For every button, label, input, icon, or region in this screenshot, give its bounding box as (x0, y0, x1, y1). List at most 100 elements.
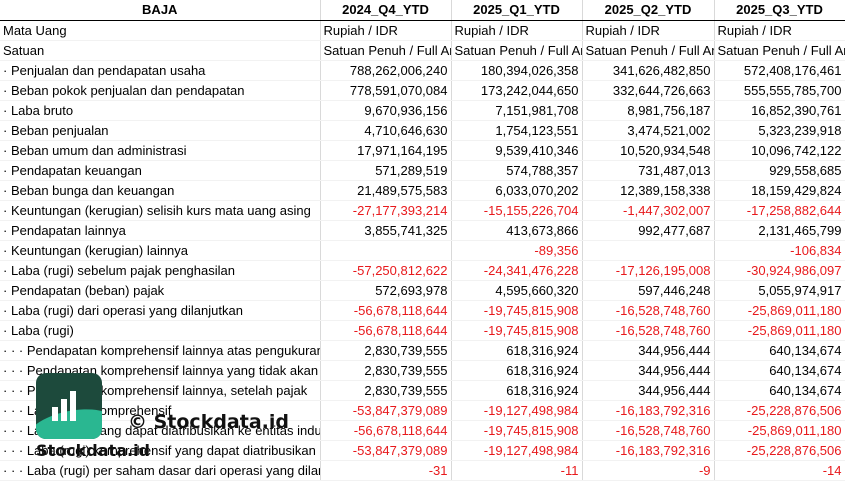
cell-value: 9,670,936,156 (320, 100, 452, 121)
cell-value (320, 240, 452, 261)
cell-value: -16,528,748,760 (582, 300, 715, 321)
cell-value: 572,408,176,461 (714, 60, 845, 81)
cell-value: -24,341,476,228 (451, 260, 583, 281)
cell-value: 640,134,674 (714, 340, 845, 361)
row-label-text: Pendapatan komprehensif lainnya yang tid… (26, 362, 319, 378)
table-row: · · · Pendapatan komprehensif lainnya at… (0, 340, 845, 361)
cell-value: 597,446,248 (582, 280, 715, 301)
cell-value: -25,869,011,180 (714, 300, 845, 321)
row-label: · · · Pendapatan komprehensif lainnya, s… (0, 380, 321, 401)
cell-value: 2,830,739,555 (320, 380, 452, 401)
cell-value: -53,847,379,089 (320, 440, 452, 461)
row-label: Mata Uang (0, 20, 321, 41)
table-row: · Laba (rugi) dari operasi yang dilanjut… (0, 300, 845, 321)
cell-value: 344,956,444 (582, 380, 715, 401)
cell-value: Satuan Penuh / Full Amount (582, 40, 715, 61)
cell-value: 17,971,164,195 (320, 140, 452, 161)
cell-value: 572,693,978 (320, 280, 452, 301)
row-bullet: · · · (3, 342, 27, 358)
cell-value: -56,678,118,644 (320, 300, 452, 321)
table-row: · · · Laba (rugi) yang dapat diatribusik… (0, 420, 845, 441)
row-bullet: · (3, 262, 11, 278)
company-header: BAJA (0, 0, 321, 21)
cell-value: Satuan Penuh / Full Amount (320, 40, 452, 61)
cell-value: -25,869,011,180 (714, 420, 845, 441)
row-bullet: · (3, 82, 11, 98)
cell-value: 9,539,410,346 (451, 140, 583, 161)
cell-value: -19,127,498,984 (451, 400, 583, 421)
row-label: · Laba (rugi) sebelum pajak penghasilan (0, 260, 321, 281)
cell-value: Rupiah / IDR (714, 20, 845, 41)
cell-value: 555,555,785,700 (714, 80, 845, 101)
row-label: · · · Laba (rugi) komprehensif (0, 400, 321, 421)
cell-value: -19,127,498,984 (451, 440, 583, 461)
cell-value: -89,356 (451, 240, 583, 261)
cell-value: Rupiah / IDR (582, 20, 715, 41)
row-label-text: Keuntungan (kerugian) lainnya (10, 242, 189, 258)
row-label-text: Pendapatan komprehensif lainnya atas pen… (26, 342, 320, 358)
table-row: · Laba bruto 9,670,936,156 7,151,981,708 8,… (0, 100, 845, 121)
cell-value: 618,316,924 (451, 380, 583, 401)
cell-value: 344,956,444 (582, 340, 715, 361)
cell-value: 640,134,674 (714, 380, 845, 401)
table-row: · Keuntungan (kerugian) selisih kurs mat… (0, 200, 845, 221)
row-label: · Pendapatan lainnya (0, 220, 321, 241)
cell-value: Rupiah / IDR (320, 20, 452, 41)
row-label-text: Pendapatan komprehensif lainnya, setelah… (26, 382, 308, 398)
row-label-text: Laba (rugi) (10, 322, 74, 338)
cell-value: 731,487,013 (582, 160, 715, 181)
cell-value: 18,159,429,824 (714, 180, 845, 201)
cell-value: -1,447,302,007 (582, 200, 715, 221)
row-label: · Beban penjualan (0, 120, 321, 141)
table-row: · Pendapatan (beban) pajak 572,693,978 4,5… (0, 280, 845, 301)
cell-value: 413,673,866 (451, 220, 583, 241)
row-label-text: Beban penjualan (10, 122, 109, 138)
cell-value: 3,474,521,002 (582, 120, 715, 141)
cell-value: -16,183,792,316 (582, 440, 715, 461)
table-row: · Pendapatan keuangan 571,289,519 574,788,… (0, 160, 845, 181)
table-row: · Beban penjualan 4,710,646,630 1,754,123,… (0, 120, 845, 141)
cell-value: 571,289,519 (320, 160, 452, 181)
row-bullet: · (3, 62, 11, 78)
row-bullet: · · · (3, 362, 27, 378)
cell-value (582, 240, 715, 261)
cell-value: 992,477,687 (582, 220, 715, 241)
row-bullet: · (3, 242, 11, 258)
header-row: BAJA 2024_Q4_YTD 2025_Q1_YTD 2025_Q2_YTD… (0, 0, 845, 21)
row-label-text: Beban pokok penjualan dan pendapatan (10, 82, 245, 98)
cell-value: -16,528,748,760 (582, 320, 715, 341)
cell-value: -14 (714, 460, 845, 481)
cell-value: Satuan Penuh / Full Amount (451, 40, 583, 61)
cell-value: 8,981,756,187 (582, 100, 715, 121)
meta-row-currency: Mata Uang Rupiah / IDR Rupiah / IDR Rupi… (0, 20, 845, 41)
row-label: · · · Pendapatan komprehensif lainnya ya… (0, 360, 321, 381)
row-bullet: · · · (3, 382, 27, 398)
row-bullet: · (3, 222, 11, 238)
table-row: · · · Pendapatan komprehensif lainnya, s… (0, 380, 845, 401)
cell-value: 640,134,674 (714, 360, 845, 381)
cell-value: 341,626,482,850 (582, 60, 715, 81)
table-row: · Beban umum dan administrasi 17,971,164,… (0, 140, 845, 161)
cell-value: -25,228,876,506 (714, 400, 845, 421)
row-bullet: · (3, 102, 11, 118)
row-label: · · · Laba (rugi) per saham dasar dari o… (0, 460, 321, 481)
cell-value: 2,830,739,555 (320, 360, 452, 381)
cell-value: -31 (320, 460, 452, 481)
cell-value: 6,033,070,202 (451, 180, 583, 201)
row-label-text: Pendapatan (beban) pajak (10, 282, 165, 298)
cell-value: Satuan Penuh / Full Amount (714, 40, 845, 61)
cell-value: 344,956,444 (582, 360, 715, 381)
cell-value: 2,131,465,799 (714, 220, 845, 241)
table-row: · · · Laba (rugi) komprehensif -53,847,37… (0, 400, 845, 421)
cell-value: -19,745,815,908 (451, 320, 583, 341)
row-bullet: · (3, 122, 11, 138)
row-label-text: Pendapatan keuangan (10, 162, 142, 178)
cell-value: 10,520,934,548 (582, 140, 715, 161)
table-row: · · · Laba (rugi) komprehensif yang dapa… (0, 440, 845, 461)
row-bullet: · (3, 322, 11, 338)
cell-value: 2,830,739,555 (320, 340, 452, 361)
row-label: · Keuntungan (kerugian) lainnya (0, 240, 321, 261)
row-label-text: Laba (rugi) yang dapat diatribusikan ke … (26, 422, 320, 438)
row-label: · Penjualan dan pendapatan usaha (0, 60, 321, 81)
